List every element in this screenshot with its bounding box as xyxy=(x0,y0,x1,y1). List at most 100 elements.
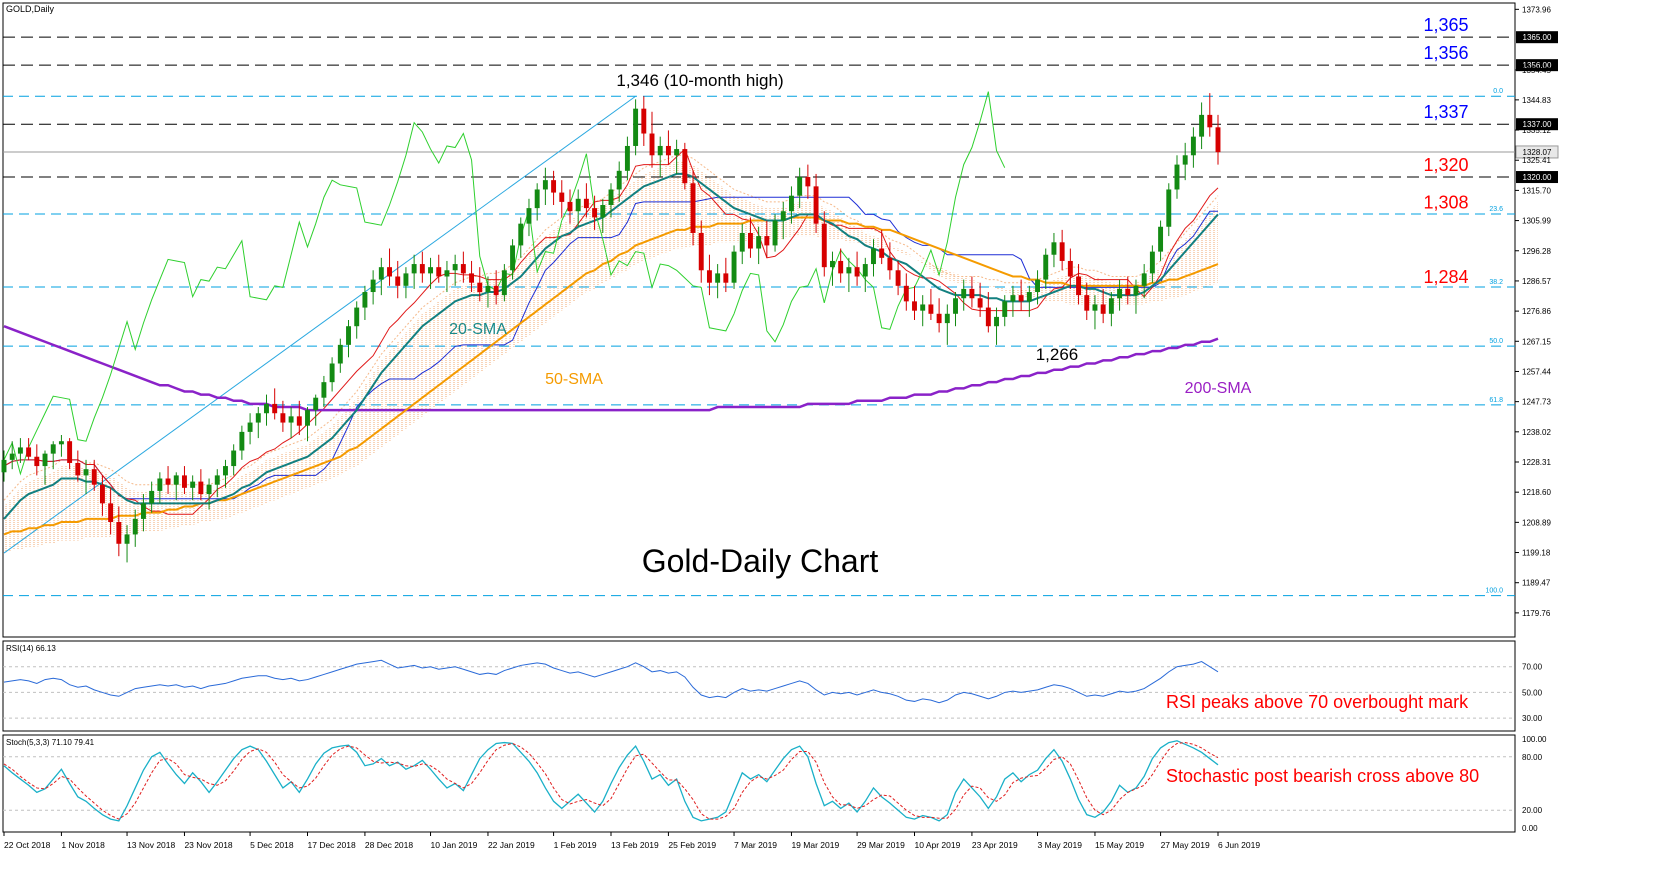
fib-label-23.6: 23.6 xyxy=(1489,206,1503,213)
time-tick-label: 17 Dec 2018 xyxy=(308,840,356,850)
candle-body xyxy=(1018,295,1024,302)
candle-body xyxy=(985,307,991,327)
candle-body xyxy=(1117,288,1123,299)
candle-body xyxy=(1166,189,1172,227)
candle-body xyxy=(592,208,598,218)
candle-body xyxy=(953,298,958,314)
candle-body xyxy=(1035,279,1041,293)
candle-body xyxy=(428,267,434,274)
candle-body xyxy=(706,270,712,283)
candle-body xyxy=(17,447,23,454)
stoch-tick-label: 100.00 xyxy=(1522,735,1547,744)
price-axis-layer: 1373.96 1354.45 1344.83 1335.12 1325.41 1315.… xyxy=(1515,5,1551,618)
price-tick-label: 1373.96 xyxy=(1522,5,1551,14)
candle-body xyxy=(583,198,589,209)
rsi-note-wrap: RSI peaks above 70 overbought mark xyxy=(1166,692,1468,713)
candle-body xyxy=(920,304,926,311)
candle-body xyxy=(83,469,89,476)
price-tick-label: 1218.60 xyxy=(1522,488,1551,497)
candle-body xyxy=(452,264,458,271)
time-tick-label: 1 Feb 2019 xyxy=(554,840,597,850)
fib-label-0.0: 0.0 xyxy=(1493,88,1503,95)
level-price-box-text: 1356.00 xyxy=(1523,61,1552,70)
candle-body xyxy=(1108,298,1114,314)
level-label-1,337: 1,337 xyxy=(1423,102,1468,122)
candle-body xyxy=(657,145,663,156)
candles-layer xyxy=(1,93,1221,563)
candle-body xyxy=(1043,254,1049,280)
candle-body xyxy=(805,177,811,187)
candle-body xyxy=(460,264,466,274)
price-tick-label: 1267.15 xyxy=(1522,337,1551,346)
price-tick-label: 1247.73 xyxy=(1522,398,1551,407)
price-tick-label: 1335.12 xyxy=(1522,126,1551,135)
sma200-label: 200-SMA xyxy=(1185,380,1252,397)
time-tick-label: 28 Dec 2018 xyxy=(365,840,413,850)
candle-body xyxy=(1,459,7,473)
candle-body xyxy=(305,410,310,426)
candle-body xyxy=(928,304,934,314)
rsi-panel-layer: 70.00 50.00 30.00 xyxy=(3,659,1543,723)
candle-body xyxy=(1215,127,1221,153)
price-tick-label: 1315.70 xyxy=(1522,186,1551,195)
current-price-box xyxy=(1515,145,1559,159)
candle-body xyxy=(1067,260,1073,277)
time-tick-label: 3 May 2019 xyxy=(1038,840,1083,850)
candle-body xyxy=(723,273,729,283)
candle-body xyxy=(34,456,40,467)
price-tick-label: 1208.89 xyxy=(1522,518,1551,527)
price-tick-label: 1344.83 xyxy=(1522,96,1551,105)
low-annotation: 1,266 xyxy=(1036,345,1079,364)
candle-body xyxy=(370,279,376,293)
candle-body xyxy=(1026,292,1032,302)
time-tick-label: 13 Feb 2019 xyxy=(611,840,659,850)
candle-body xyxy=(1076,276,1082,296)
stoch-panel-frame xyxy=(2,734,1516,833)
candle-body xyxy=(1092,304,1098,311)
candle-body xyxy=(1207,114,1213,128)
fib-label-50.0: 50.0 xyxy=(1489,338,1503,345)
candle-body xyxy=(936,313,942,324)
candle-body xyxy=(1199,114,1205,137)
stoch-k-line xyxy=(3,740,1219,822)
time-tick-label: 22 Jan 2019 xyxy=(488,840,535,850)
candle-body xyxy=(862,264,868,277)
fib-label-61.8: 61.8 xyxy=(1489,397,1503,404)
candle-body xyxy=(337,344,343,364)
candle-body xyxy=(747,232,753,249)
candle-body xyxy=(132,518,138,535)
sma200-line xyxy=(3,325,1219,412)
level-price-box xyxy=(1516,118,1558,131)
high-annotation: 1,346 (10-month high) xyxy=(616,71,783,90)
candle-body xyxy=(788,195,794,212)
stoch-note: Stochastic post bearish cross above 80 xyxy=(1166,766,1480,786)
candle-body xyxy=(731,251,737,283)
candle-body xyxy=(346,326,351,345)
candle-body xyxy=(354,307,360,327)
candle-body xyxy=(214,475,220,485)
candle-body xyxy=(1010,295,1016,302)
candle-body xyxy=(501,270,507,296)
candle-body xyxy=(600,205,606,218)
candle-body xyxy=(321,382,327,398)
candle-body xyxy=(313,397,319,411)
candle-body xyxy=(624,145,630,171)
candle-body xyxy=(444,270,450,277)
rsi-line xyxy=(3,659,1219,704)
candle-body xyxy=(674,149,680,156)
time-tick-label: 23 Apr 2019 xyxy=(972,840,1018,850)
price-tick-label: 1199.18 xyxy=(1522,549,1551,558)
main-panel-frame xyxy=(2,2,1516,638)
candle-body xyxy=(1149,251,1155,274)
price-tick-label: 1325.41 xyxy=(1522,156,1551,165)
trendline xyxy=(3,95,636,554)
candle-body xyxy=(912,301,917,311)
candle-body xyxy=(559,192,565,202)
price-tick-label: 1189.47 xyxy=(1522,579,1551,588)
time-tick-label: 7 Mar 2019 xyxy=(734,840,777,850)
candle-body xyxy=(247,422,253,432)
candle-body xyxy=(50,444,56,454)
candle-body xyxy=(223,466,228,476)
level-price-box-text: 1337.00 xyxy=(1523,120,1552,129)
level-label-1,320: 1,320 xyxy=(1423,155,1468,175)
